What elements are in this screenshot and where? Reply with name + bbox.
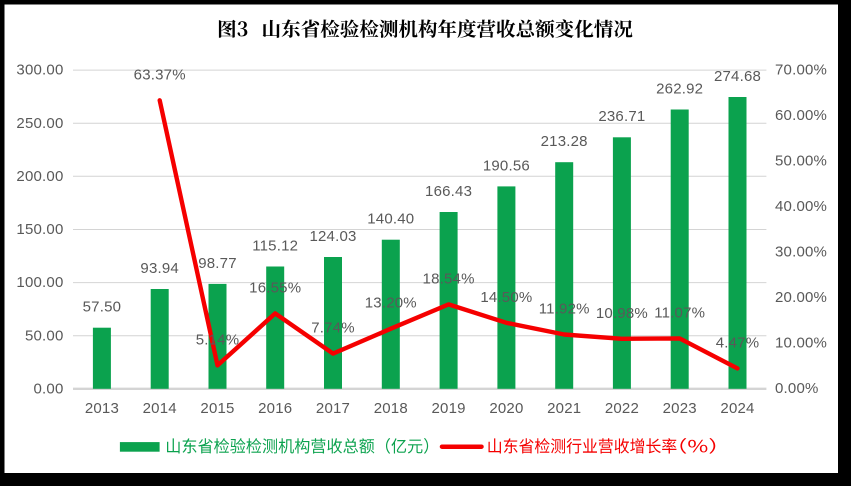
svg-text:2014: 2014 [143,400,177,417]
svg-text:300.00: 300.00 [16,62,63,79]
svg-text:50.00%: 50.00% [775,153,827,170]
svg-text:213.28: 213.28 [541,133,588,150]
svg-text:63.37%: 63.37% [134,66,186,83]
svg-text:2019: 2019 [432,400,466,417]
svg-text:20.00%: 20.00% [775,289,827,306]
svg-text:2021: 2021 [547,400,581,417]
svg-text:2020: 2020 [489,400,523,417]
svg-text:16.55%: 16.55% [249,279,301,296]
svg-text:2024: 2024 [720,400,754,417]
svg-text:18.54%: 18.54% [423,270,475,287]
svg-text:250.00: 250.00 [16,115,63,132]
svg-text:7.74%: 7.74% [311,320,355,337]
svg-text:2016: 2016 [258,400,292,417]
svg-text:200.00: 200.00 [16,168,63,185]
svg-text:236.71: 236.71 [598,108,645,125]
svg-text:2015: 2015 [200,400,234,417]
svg-text:13.20%: 13.20% [365,295,417,312]
svg-text:0.00: 0.00 [34,380,64,397]
svg-text:190.56: 190.56 [483,157,530,174]
svg-text:150.00: 150.00 [16,221,63,238]
svg-text:0.00%: 0.00% [775,380,819,397]
svg-text:166.43: 166.43 [425,183,472,200]
svg-text:93.94: 93.94 [140,260,179,277]
svg-text:262.92: 262.92 [656,80,703,97]
svg-text:274.68: 274.68 [714,68,761,85]
svg-text:115.12: 115.12 [252,237,298,254]
svg-text:2023: 2023 [663,400,697,417]
svg-text:57.50: 57.50 [83,299,122,316]
svg-text:4.47%: 4.47% [716,334,760,351]
svg-text:5.14%: 5.14% [196,331,240,348]
svg-text:30.00%: 30.00% [775,244,827,261]
svg-text:11.92%: 11.92% [539,301,590,318]
svg-text:11.07%: 11.07% [654,304,705,321]
svg-text:14.50%: 14.50% [480,289,532,306]
svg-text:10.00%: 10.00% [775,335,827,352]
svg-text:98.77: 98.77 [198,255,237,272]
svg-text:100.00: 100.00 [16,274,63,291]
svg-text:50.00: 50.00 [25,327,64,344]
svg-text:60.00%: 60.00% [775,107,827,124]
svg-text:40.00%: 40.00% [775,198,827,215]
svg-text:2018: 2018 [374,400,408,417]
svg-text:124.03: 124.03 [309,228,356,245]
svg-text:2022: 2022 [605,400,639,417]
svg-text:10.98%: 10.98% [596,305,648,322]
svg-text:2013: 2013 [85,400,119,417]
svg-text:70.00%: 70.00% [775,61,827,78]
svg-text:2017: 2017 [316,400,350,417]
svg-text:140.40: 140.40 [367,211,414,228]
